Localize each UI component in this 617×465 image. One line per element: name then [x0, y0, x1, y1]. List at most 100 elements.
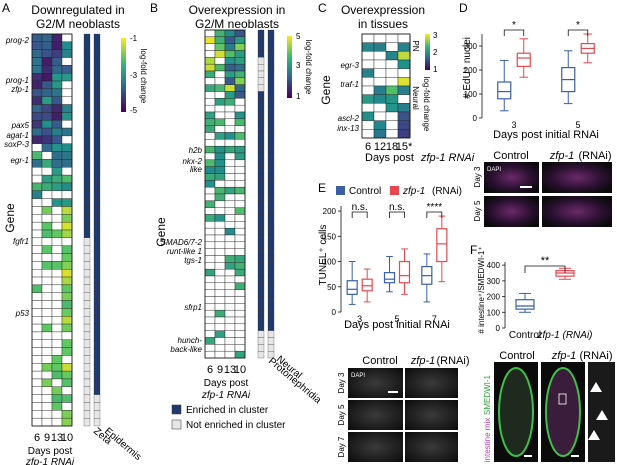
legend-enriched-swatch	[171, 404, 182, 415]
xlabel-a-2: zfp-1 RNAi	[25, 457, 75, 465]
gene-label: ascl-2	[338, 114, 360, 123]
enrichment-b-cell	[257, 310, 265, 318]
heatmap-a-cell	[61, 135, 73, 144]
heatmap-b-cell	[224, 200, 236, 208]
heatmap-b-cell	[234, 166, 246, 174]
heatmap-b-cell	[204, 173, 216, 181]
colorbar-c-tick-2: 2	[433, 48, 438, 57]
heatmap-b-cell	[204, 214, 216, 222]
enrichment-a-cell	[93, 65, 101, 74]
enrichment-a-cell	[83, 316, 91, 325]
panel-e-images: Control zfp-1 (RNAi) DAPI Day 3 Day 5 Da…	[337, 355, 470, 462]
gene-label: SMAD6/7-2	[161, 238, 203, 247]
enrichment-a-cell	[83, 418, 91, 427]
panel-e-img-zfp: zfp-1	[410, 355, 435, 367]
heatmap-b-cell	[204, 344, 216, 352]
legend-not-enriched-label: Not enriched in cluster	[186, 420, 286, 431]
enrichment-b-cell	[257, 180, 265, 188]
heatmap-b-cell	[224, 63, 236, 72]
enrichment-b-cell	[267, 50, 275, 58]
box	[398, 260, 411, 284]
panel-f-ylabel: # intestine⁺/SMEDWI-1⁺	[477, 246, 486, 333]
heatmap-a-cell	[31, 206, 43, 215]
enrichment-a-cell	[83, 143, 91, 152]
heatmap-a-cell	[51, 65, 63, 74]
heatmap-a-cell	[61, 104, 73, 113]
heatmap-a-cell	[61, 120, 73, 129]
heatmap-a-cell	[51, 127, 63, 137]
heatmap-b-cell	[234, 323, 246, 331]
heatmap-a-cell	[41, 339, 53, 348]
y-tick-label: 0	[496, 324, 501, 333]
enrichment-b-cell	[257, 91, 265, 99]
heatmap-a-cell	[31, 104, 43, 113]
heatmap-b-cell	[224, 104, 236, 113]
enrichment-a-cell	[93, 284, 101, 293]
colorbar-b-tick-3: 1	[296, 92, 301, 101]
heatmap-a-cell	[51, 253, 63, 262]
heatmap-c-cell	[373, 111, 387, 121]
gene-label: runt-like 1	[167, 247, 202, 256]
heatmap-b-cell	[214, 296, 226, 304]
heatmap-b-cell	[214, 91, 226, 99]
heatmap-a-cell	[31, 308, 43, 317]
heatmap-c-cell	[373, 51, 387, 61]
y-tick-label: 300	[487, 277, 501, 286]
enrichment-b-cell	[257, 43, 265, 51]
enrichment-b-cell	[257, 132, 265, 140]
enrichment-a-cell	[93, 198, 101, 207]
heatmap-b-cell	[224, 180, 236, 188]
heatmap-c-cell	[397, 94, 411, 104]
heatmap-a-cell	[61, 253, 73, 262]
heatmap-a-cell	[41, 41, 53, 50]
heatmap-a-cell	[51, 284, 63, 293]
heatmap-a-cell	[41, 331, 53, 340]
heatmap-a-cell	[41, 394, 53, 403]
panel-d: D # EdU⁺ nuclei 300 200 100 0 3 5 * * Days post…	[459, 1, 612, 227]
heatmap-b-cell	[224, 145, 236, 154]
enrichment-a-cell	[83, 245, 91, 254]
heatmap-b-cell	[234, 125, 246, 133]
heatmap-a-cell	[61, 72, 73, 82]
heatmap-a-cell	[41, 386, 53, 395]
heatmap-c-cell	[385, 111, 399, 121]
heatmap-b-cell	[214, 77, 226, 85]
heatmap-b-cell	[224, 152, 236, 161]
enrichment-a-cell	[93, 355, 101, 364]
xlabel-a-1: Days post	[28, 446, 73, 457]
heatmap-b-cell	[224, 248, 236, 256]
x-tick-label: zfp-1 (RNAi)	[536, 330, 592, 341]
heatmap-b-cell	[224, 125, 236, 133]
heatmap-b-cell	[204, 50, 216, 58]
enrichment-a-cell	[93, 261, 101, 270]
enrichment-a-cell	[93, 292, 101, 301]
heatmap-a-cell	[61, 300, 73, 309]
enrichment-b-cell	[267, 70, 275, 78]
enrichment-b-cell	[267, 193, 275, 201]
heatmap-b-cell	[214, 234, 226, 243]
heatmap-b-cell	[204, 268, 216, 277]
heatmap-c-cell	[373, 68, 387, 78]
heatmap-a-cell	[41, 49, 53, 58]
enrichment-a-cell	[93, 135, 101, 144]
enrichment-a-cell	[93, 174, 101, 184]
enrichment-b-cell	[257, 111, 265, 119]
heatmap-b-cell	[224, 193, 236, 202]
heatmap-a-cell	[51, 331, 63, 340]
heatmap-a-cell	[61, 214, 73, 223]
heatmap-b-cell	[234, 180, 246, 188]
legend-enriched-label: Enriched in cluster	[186, 405, 269, 416]
panel-f-img-zfp: zfp-1	[551, 350, 576, 362]
enrichment-a-cell	[83, 49, 91, 58]
enrichment-b-cell	[257, 303, 265, 311]
heatmap-b-cell	[224, 91, 236, 99]
heatmap-a-cell	[41, 284, 53, 293]
heatmap-b-cell	[204, 104, 216, 113]
heatmap-a-cell	[41, 112, 53, 121]
enrichment-a-cell	[93, 214, 101, 223]
heatmap-a-cell	[41, 135, 53, 144]
panel-f-img-rnai: (RNAi)	[580, 350, 613, 362]
heatmap-a-cell	[31, 261, 43, 270]
enrichment-b-cell	[267, 316, 275, 324]
